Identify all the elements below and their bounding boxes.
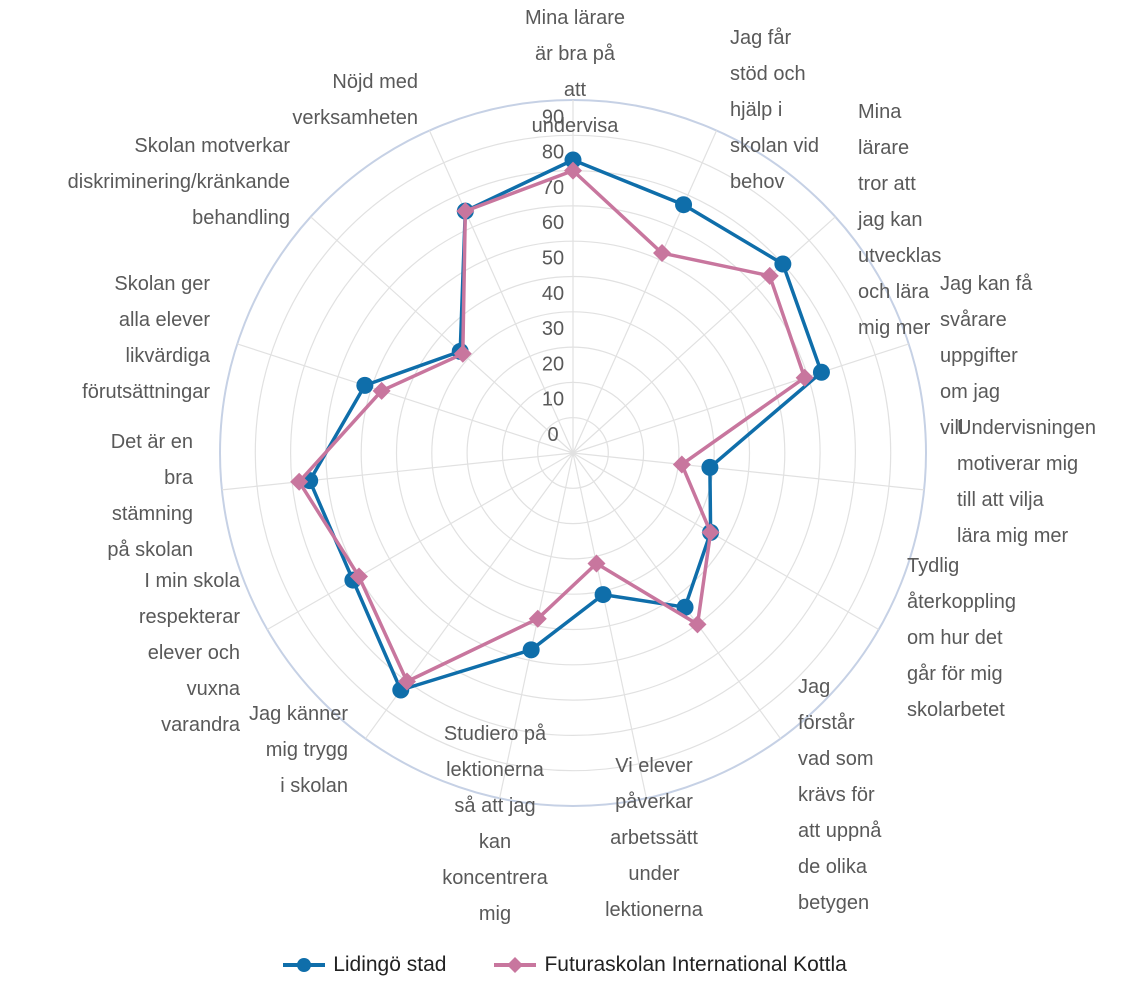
data-point xyxy=(290,472,309,491)
grid-spoke xyxy=(572,452,880,631)
data-point xyxy=(587,554,606,573)
axis-label: Skolan ger alla elever likvärdiga förutsätt… xyxy=(82,273,211,403)
grid-spoke xyxy=(237,343,574,454)
diamond-marker-icon xyxy=(494,957,537,973)
axis-label: Skolan motverkar diskriminering/kränkande… xyxy=(68,135,291,229)
grid-spoke xyxy=(572,452,647,799)
tick-label: 40 xyxy=(542,283,564,305)
data-point xyxy=(774,255,792,273)
axis-label: Mina lärare tror att jag kan utvecklas och lä… xyxy=(857,101,941,339)
data-point xyxy=(795,368,814,387)
grid-spoke xyxy=(572,216,836,454)
series-line-1 xyxy=(307,158,824,692)
axis-label: Det är en bra stämning på skolan xyxy=(107,431,194,561)
circle-marker-icon xyxy=(283,958,326,972)
grid-spoke xyxy=(572,130,718,454)
data-point xyxy=(653,244,672,263)
data-point xyxy=(701,458,719,476)
data-point xyxy=(672,455,691,474)
axis-label: Jag kan få svårare uppgifter om jag vill xyxy=(940,273,1033,439)
data-point xyxy=(688,615,707,634)
data-point xyxy=(522,641,540,659)
tick-label: 10 xyxy=(542,389,564,411)
axis-label: Jag förstår vad som krävs för att uppnå de ol… xyxy=(798,676,882,914)
axis-label: Mina lärare är bra på att undervisa xyxy=(525,7,625,137)
grid-spoke xyxy=(310,216,574,454)
tick-label: 80 xyxy=(542,142,564,164)
data-point xyxy=(676,598,694,616)
legend-item-lidingo: Lidingö stad xyxy=(283,953,446,977)
data-point xyxy=(701,523,720,542)
tick-label: 30 xyxy=(542,318,564,340)
tick-label: 70 xyxy=(542,177,564,199)
data-point xyxy=(456,202,475,221)
data-point xyxy=(356,376,374,394)
tick-label: 60 xyxy=(542,212,564,234)
data-point xyxy=(594,586,612,604)
data-point xyxy=(372,381,391,400)
legend-label: Futuraskolan International Kottla xyxy=(544,953,847,976)
data-point xyxy=(564,151,582,169)
tick-label: 50 xyxy=(542,248,564,270)
axis-label: Nöjd med verksamheten xyxy=(292,71,418,129)
data-point xyxy=(760,266,779,285)
grid-spoke xyxy=(572,452,781,739)
data-point xyxy=(812,363,830,381)
grid-spoke xyxy=(221,452,574,491)
axis-label: Jag känner mig trygg i skolan xyxy=(249,703,348,797)
axis-label: Jag får stöd och hjälp i skolan vid behov xyxy=(730,27,819,193)
data-point xyxy=(675,196,693,214)
tick-label: 90 xyxy=(542,106,564,128)
data-point xyxy=(528,609,547,628)
grid-spoke xyxy=(266,452,574,631)
tick-label: 0 xyxy=(547,424,558,446)
legend-label: Lidingö stad xyxy=(333,953,447,976)
grid-spoke xyxy=(572,452,925,491)
data-point xyxy=(350,567,369,586)
series-line-2 xyxy=(297,168,807,684)
grid-spoke xyxy=(428,130,574,454)
data-point xyxy=(564,161,582,180)
axis-label: Tydlig återkoppling om hur det går för mig s… xyxy=(907,555,1016,721)
tick-label: 20 xyxy=(542,353,564,375)
grid-spoke xyxy=(572,343,909,454)
data-point xyxy=(453,344,472,363)
axis-label: Studiero på lektionerna så att jag kan konce… xyxy=(442,723,548,925)
axis-label: Vi elever påverkar arbetssätt under lektione… xyxy=(605,755,704,921)
legend-item-futuraskolan: Futuraskolan International Kottla xyxy=(494,953,847,977)
axis-label: Undervisningen motiverar mig till att vilj… xyxy=(957,417,1096,547)
legend: Lidingö stad Futuraskolan International … xyxy=(0,950,1130,980)
axis-label: I min skola respekterar elever och vuxna var… xyxy=(139,570,241,736)
data-point xyxy=(398,672,417,691)
